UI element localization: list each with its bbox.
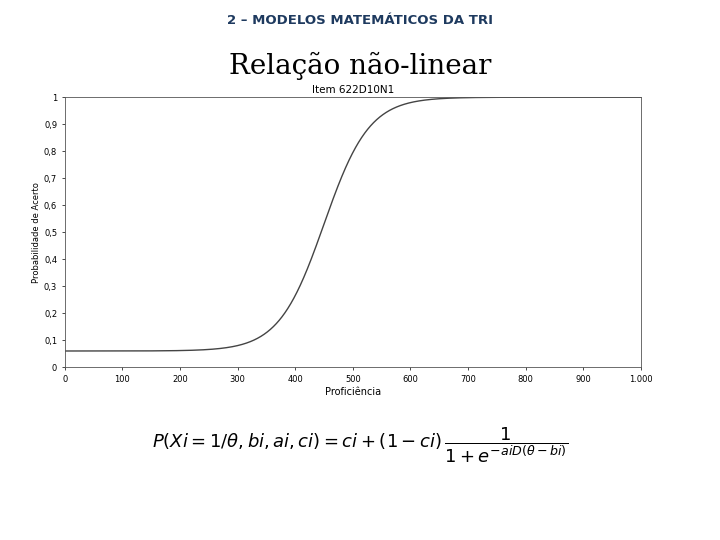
Text: 2 – MODELOS MATEMÁTICOS DA TRI: 2 – MODELOS MATEMÁTICOS DA TRI	[227, 14, 493, 27]
Text: $P(Xi = 1/\theta, bi, ai, ci) = ci + (1 - ci)\,\dfrac{1}{1 + e^{-aiD(\theta - bi: $P(Xi = 1/\theta, bi, ai, ci) = ci + (1 …	[152, 425, 568, 465]
Y-axis label: Probabilidade de Acerto: Probabilidade de Acerto	[32, 182, 41, 282]
Title: Item 622D10N1: Item 622D10N1	[312, 85, 394, 95]
Text: Relação não-linear: Relação não-linear	[229, 52, 491, 80]
X-axis label: Proficiência: Proficiência	[325, 387, 381, 396]
